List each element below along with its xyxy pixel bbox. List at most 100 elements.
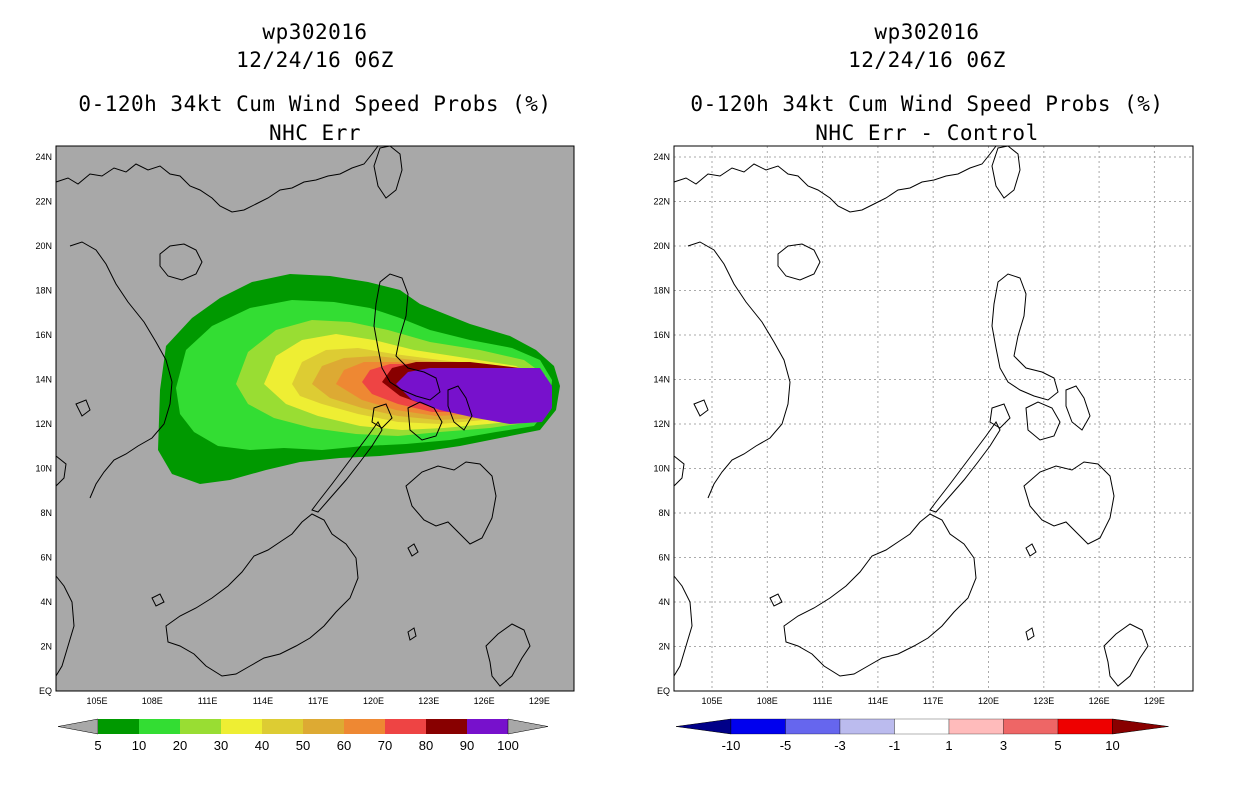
lat-label: 2N: [658, 642, 670, 652]
lat-label: 12N: [653, 419, 670, 429]
lon-label: 117E: [308, 696, 328, 706]
right-subtitle: NHC Err - Control: [815, 121, 1039, 145]
colorbar-label: -10: [722, 738, 741, 753]
left-lat-labels: EQ 2N 4N 6N 8N 10N 12N 14N 16N 18N 20N 22N 24N: [35, 152, 52, 696]
left-title: 0-120h 34kt Cum Wind Speed Probs (%): [78, 92, 552, 116]
colorbar-label: 20: [173, 738, 187, 753]
colorbar-swatch: [98, 719, 139, 734]
lat-label: 8N: [40, 508, 52, 518]
colorbar-swatch: [894, 718, 950, 735]
lat-label: 8N: [658, 508, 670, 518]
right-colorbar-labels: -10 -5 -3 -1 1 3 5 10: [722, 738, 1120, 753]
colorbar-swatch: [139, 719, 180, 734]
colorbar-label: 90: [460, 738, 474, 753]
colorbar-right-arrow: [1112, 718, 1169, 735]
colorbar-label: 100: [497, 738, 519, 753]
lat-label: EQ: [39, 686, 52, 696]
lon-label: 114E: [868, 696, 888, 706]
colorbar-swatch: [262, 719, 303, 734]
colorbar-label: 70: [378, 738, 392, 753]
colorbar-swatch: [303, 719, 344, 734]
right-storm-id: wp302016: [874, 20, 980, 44]
lon-label: 126E: [474, 696, 495, 706]
colorbar-swatch: [221, 719, 262, 734]
right-lat-labels: EQ 2N 4N 6N 8N 10N 12N 14N 16N 18N 20N 22N 24N: [653, 152, 670, 696]
lat-label: 2N: [40, 642, 52, 652]
left-map-frame: [55, 145, 575, 692]
lat-label: 10N: [35, 464, 52, 474]
colorbar-swatch: [467, 719, 508, 734]
left-lon-labels: 105E 108E 111E 114E 117E 120E 123E 126E 129E: [86, 696, 549, 706]
lat-label: 16N: [653, 330, 670, 340]
lon-label: 108E: [757, 696, 778, 706]
colorbar-swatch: [344, 719, 385, 734]
lat-label: 24N: [35, 152, 52, 162]
colorbar-label: 50: [296, 738, 310, 753]
right-gridlines: [674, 146, 1193, 691]
left-storm-id: wp302016: [262, 20, 368, 44]
colorbar-label: 5: [1054, 738, 1061, 753]
lat-label: 18N: [653, 286, 670, 296]
colorbar-label: 80: [419, 738, 433, 753]
colorbar-left-arrow: [675, 718, 732, 735]
right-map-panel: EQ 2N 4N 6N 8N 10N 12N 14N 16N 18N 20N 22N 24N 105E 1…: [653, 145, 1194, 753]
left-subtitle: NHC Err: [268, 121, 361, 145]
right-title: 0-120h 34kt Cum Wind Speed Probs (%): [690, 92, 1164, 116]
lat-label: 24N: [653, 152, 670, 162]
lat-label: 16N: [35, 330, 52, 340]
lon-label: 129E: [1144, 696, 1165, 706]
colorbar-swatch: [1057, 718, 1113, 735]
lon-label: 123E: [418, 696, 439, 706]
colorbar-label: 3: [1000, 738, 1007, 753]
left-colorbar-labels: 5 10 20 30 40 50 60 70 80 90 100: [94, 738, 518, 753]
lat-label: 20N: [35, 241, 52, 251]
colorbar-swatch: [1003, 718, 1059, 735]
lon-label: 129E: [529, 696, 550, 706]
lon-label: 117E: [923, 696, 943, 706]
probability-contours: [158, 274, 560, 484]
colorbar-label: 5: [94, 738, 101, 753]
colorbar-label: -1: [889, 738, 901, 753]
colorbar-swatch: [785, 718, 841, 735]
colorbar-swatch: [839, 718, 895, 735]
colorbar-label: 40: [255, 738, 269, 753]
lat-label: 10N: [653, 464, 670, 474]
lat-label: 6N: [658, 553, 670, 563]
lon-label: 111E: [198, 696, 218, 706]
left-colorbar: [57, 718, 549, 735]
colorbar-right-arrow: [507, 718, 549, 735]
lon-label: 120E: [363, 696, 384, 706]
lat-label: 18N: [35, 286, 52, 296]
colorbar-label: 60: [337, 738, 351, 753]
lon-label: 105E: [86, 696, 107, 706]
lat-label: 20N: [653, 241, 670, 251]
right-lon-labels: 105E 108E 111E 114E 117E 120E 123E 126E 129E: [701, 696, 1164, 706]
lon-label: 114E: [253, 696, 273, 706]
lat-label: EQ: [657, 686, 670, 696]
colorbar-label: 30: [214, 738, 228, 753]
lat-label: 4N: [658, 597, 670, 607]
colorbar-swatch: [426, 719, 467, 734]
lon-label: 108E: [142, 696, 163, 706]
lat-label: 6N: [40, 553, 52, 563]
colorbar-label: 10: [1105, 738, 1119, 753]
colorbar-swatch: [730, 718, 786, 735]
colorbar-swatch: [180, 719, 221, 734]
lon-label: 105E: [701, 696, 722, 706]
lat-label: 12N: [35, 419, 52, 429]
colorbar-swatch: [948, 718, 1004, 735]
right-map-frame: [673, 145, 1194, 692]
colorbar-label: 10: [132, 738, 146, 753]
right-datetime: 12/24/16 06Z: [848, 48, 1006, 72]
lon-label: 126E: [1089, 696, 1110, 706]
lat-label: 22N: [653, 197, 670, 207]
colorbar-label: -5: [780, 738, 792, 753]
lat-label: 4N: [40, 597, 52, 607]
colorbar-swatch: [385, 719, 426, 734]
colorbar-label: 1: [945, 738, 952, 753]
lat-label: 14N: [653, 375, 670, 385]
left-datetime: 12/24/16 06Z: [236, 48, 394, 72]
colorbar-left-arrow: [57, 718, 99, 735]
